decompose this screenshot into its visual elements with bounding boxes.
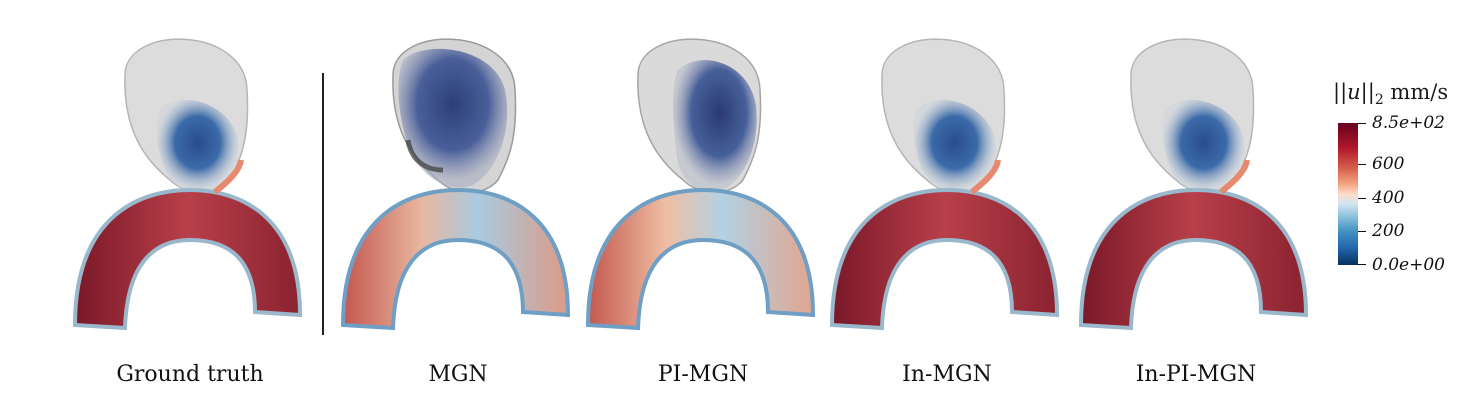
divider-line: [322, 73, 324, 335]
colorbar-title: ||u||2 mm/s: [1333, 80, 1448, 108]
colorbar-title-unit: mm/s: [1383, 80, 1449, 104]
aneurysm-visualization-in-mgn: [829, 38, 1060, 331]
colorbar-tick-3: [1358, 231, 1366, 232]
colorbar-tick-label-4: 0.0e+00: [1372, 255, 1445, 275]
colorbar-gradient: [1338, 123, 1358, 265]
caption-mgn: MGN: [428, 362, 488, 387]
caption-ground-truth: Ground truth: [116, 362, 264, 387]
aneurysm-visualization-mgn: [340, 38, 571, 331]
colorbar-title-norm: ||u||: [1333, 80, 1375, 104]
colorbar-tick-2: [1358, 198, 1366, 199]
colorbar-tick-label-3: 200: [1372, 221, 1405, 241]
caption-pi-mgn: PI-MGN: [657, 362, 749, 387]
colorbar-tick-0: [1358, 123, 1366, 124]
panel-pi-mgn: [578, 20, 828, 360]
colorbar-tick-label-2: 400: [1372, 188, 1405, 208]
aneurysm-visualization-in-pi-mgn: [1078, 38, 1309, 331]
colorbar-title-subscript: 2: [1374, 92, 1384, 109]
caption-in-pi-mgn: In-PI-MGN: [1135, 362, 1257, 387]
aneurysm-visualization-ground-truth: [72, 38, 303, 331]
panel-mgn: [333, 20, 583, 360]
colorbar-tick-label-0: 8.5e+02: [1372, 113, 1445, 133]
caption-in-mgn: In-MGN: [902, 362, 992, 387]
panel-ground-truth: [65, 20, 315, 360]
colorbar-tick-4: [1358, 264, 1366, 265]
aneurysm-visualization-pi-mgn: [585, 38, 816, 331]
panel-in-pi-mgn: [1071, 20, 1321, 360]
panel-in-mgn: [822, 20, 1072, 360]
colorbar-tick-label-1: 600: [1372, 154, 1405, 174]
colorbar-tick-1: [1358, 164, 1366, 165]
